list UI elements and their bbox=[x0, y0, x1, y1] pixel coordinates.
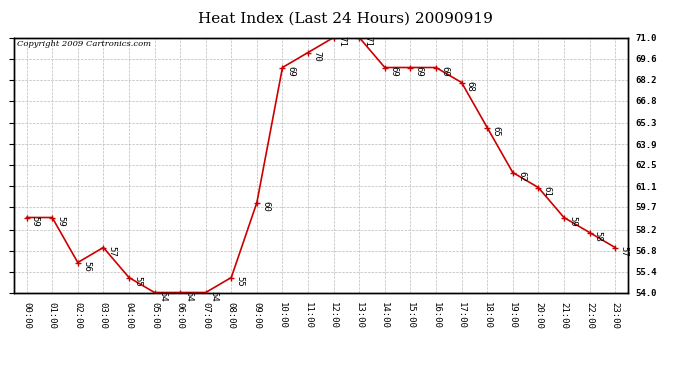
Text: 69: 69 bbox=[415, 66, 424, 77]
Text: 62: 62 bbox=[517, 171, 526, 182]
Text: 69: 69 bbox=[286, 66, 295, 77]
Text: 59: 59 bbox=[568, 216, 577, 227]
Text: 56: 56 bbox=[82, 261, 91, 272]
Text: 57: 57 bbox=[619, 246, 629, 257]
Text: 57: 57 bbox=[108, 246, 117, 257]
Text: Heat Index (Last 24 Hours) 20090919: Heat Index (Last 24 Hours) 20090919 bbox=[197, 11, 493, 25]
Text: 69: 69 bbox=[440, 66, 449, 77]
Text: 65: 65 bbox=[491, 126, 500, 137]
Text: 59: 59 bbox=[57, 216, 66, 227]
Text: 71: 71 bbox=[338, 36, 347, 47]
Text: 61: 61 bbox=[542, 186, 551, 197]
Text: 55: 55 bbox=[235, 276, 244, 287]
Text: 60: 60 bbox=[261, 201, 270, 212]
Text: 59: 59 bbox=[31, 216, 40, 227]
Text: 54: 54 bbox=[210, 291, 219, 302]
Text: 58: 58 bbox=[593, 231, 602, 242]
Text: 68: 68 bbox=[466, 81, 475, 92]
Text: 71: 71 bbox=[364, 36, 373, 47]
Text: 55: 55 bbox=[133, 276, 142, 287]
Text: 54: 54 bbox=[159, 291, 168, 302]
Text: 70: 70 bbox=[312, 51, 322, 62]
Text: Copyright 2009 Cartronics.com: Copyright 2009 Cartronics.com bbox=[17, 40, 151, 48]
Text: 69: 69 bbox=[389, 66, 398, 77]
Text: 54: 54 bbox=[184, 291, 193, 302]
